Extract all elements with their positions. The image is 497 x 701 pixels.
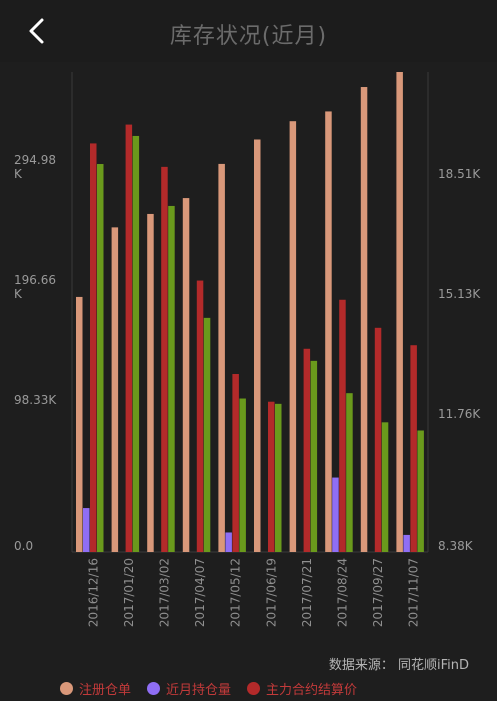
x-axis-date-label: 2017/08/24 [336,558,350,627]
bar-registered [254,139,261,552]
bar-price-paired [381,422,389,552]
bar-price-paired [346,393,353,552]
bar-registered [147,213,154,552]
legend: 注册仓单 近月持仓量 主力合约结算价 [60,679,357,698]
bar-price-paired [310,360,318,552]
bar-registered [76,296,83,552]
bar-price [410,345,417,552]
bar-price [303,348,311,552]
bar-price [232,373,239,552]
bar-registered [111,227,119,552]
bar-position [332,477,339,552]
bar-price-paired [168,205,175,552]
left-axis-tick: 0.0 [14,539,33,553]
x-axis-date-label: 2017/09/27 [371,558,385,627]
x-axis-date-label: 2017/07/21 [300,558,314,627]
inventory-chart: 0.098.33K196.66K294.98K393.31K8.38K11.76… [14,72,481,627]
bar-registered [218,163,225,552]
legend-label-registered: 注册仓单 [79,683,132,698]
right-axis-tick: 8.38K [438,539,474,553]
x-axis-date-label: 2017/11/07 [407,558,421,627]
left-axis-tick: 294.98 K [14,153,56,181]
legend-dot-price [247,682,261,695]
bar-registered [182,198,190,553]
bar-price-paired [417,430,424,552]
right-axis-tick: 18.51K [438,167,481,181]
page-title: 库存状况(近月) [169,24,328,49]
bar-position [225,532,232,552]
bar-price [125,124,133,553]
bar-registered [325,111,332,552]
bar-registered [396,72,403,552]
bar-registered [360,87,368,553]
left-axis-tick: 196.66 K [14,273,56,301]
legend-dot-registered [60,682,73,695]
bar-price [161,166,168,552]
bar-price-paired [132,135,140,552]
x-axis-date-label: 2017/06/19 [264,558,278,627]
right-axis-tick: 11.76K [438,407,481,421]
legend-item-price[interactable]: 主力合约结算价 [247,679,357,698]
header-bar: 库存状况(近月) [0,0,497,62]
bar-price-paired [239,398,246,552]
data-source-label: 数据来源： 同花顺iFinD [328,658,469,673]
bar-price-paired [97,164,104,552]
right-axis-tick: 15.13K [438,287,481,301]
bar-price [90,143,97,552]
legend-label-position: 近月持仓量 [166,683,232,698]
x-axis-date-label: 2017/04/07 [193,558,207,627]
legend-item-registered[interactable]: 注册仓单 [60,679,131,698]
bar-position [83,508,90,552]
bar-price [374,327,382,552]
legend-label-price: 主力合约结算价 [266,683,358,698]
x-axis-date-label: 2017/01/20 [122,558,136,627]
bar-price-paired [275,403,282,552]
chevron-left-icon [29,18,44,44]
bar-price-paired [203,317,211,552]
bar-price [196,280,204,552]
legend-item-position[interactable]: 近月持仓量 [147,679,231,698]
bar-price [339,299,346,552]
x-axis-date-label: 2017/05/12 [229,558,243,627]
bar-position [403,534,410,552]
bar-price [268,401,275,552]
bar-registered [289,121,297,553]
x-axis-date-label: 2017/03/02 [158,558,172,627]
left-axis-tick: 98.33K [14,393,57,407]
back-button[interactable] [22,14,54,48]
legend-dot-position [147,682,161,695]
x-axis-date-label: 2016/12/16 [86,558,100,627]
